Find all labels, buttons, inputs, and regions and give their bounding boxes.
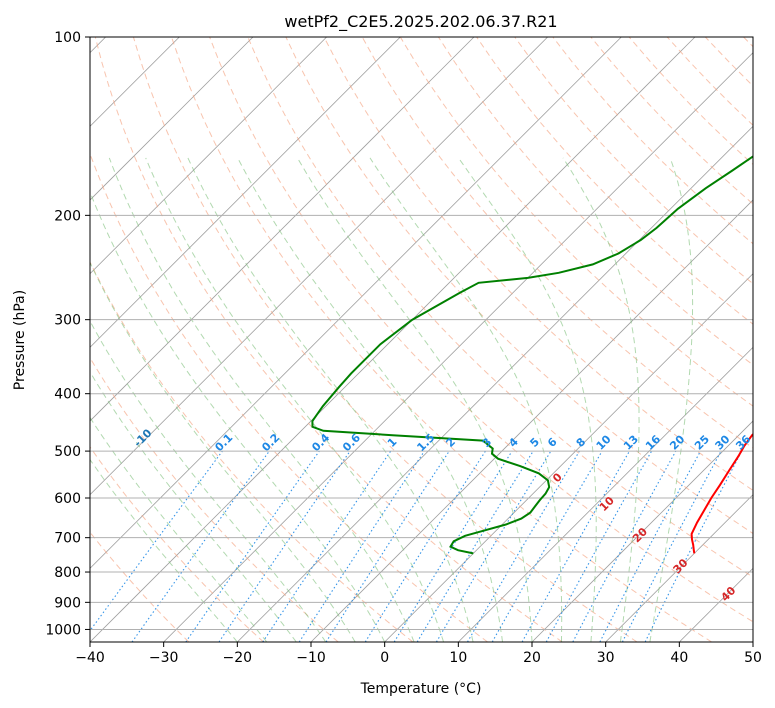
- dry-adiabat-line: [476, 37, 753, 325]
- isotherm-line: [163, 52, 753, 642]
- dry-adiabat-line: [209, 37, 753, 623]
- temperature-line: [690, 433, 753, 554]
- x-axis: −40 −30 −20 −10 0 10 20 30 40 50: [75, 642, 762, 666]
- background-lines: [90, 37, 753, 642]
- isotherm-line: [531, 420, 753, 642]
- y-axis-label: Pressure (hPa): [12, 290, 28, 390]
- x-tick-label: 50: [744, 650, 762, 666]
- y-tick-label: 400: [54, 387, 81, 403]
- isotherm-line: [90, 37, 548, 496]
- dry-adiabat-line: [90, 356, 339, 642]
- y-tick-label: 500: [54, 444, 81, 460]
- isotherm-line: [90, 37, 254, 201]
- chart-title: wetPf2_C2E5.2025.202.06.37.R21: [284, 12, 557, 32]
- y-tick-label: 700: [54, 531, 81, 547]
- isohume-line: [572, 450, 677, 642]
- y-tick-label: 100: [54, 30, 81, 46]
- isohume-line: [185, 450, 320, 642]
- isotherm-line: [752, 641, 753, 642]
- moist-adiabat-line: [369, 157, 563, 642]
- isohume-line: [262, 450, 392, 642]
- moist-adiabat-line: [90, 320, 327, 642]
- dry-adiabat-line: [285, 37, 753, 535]
- plot-frame: [89, 36, 754, 643]
- isohume-line: [393, 450, 513, 642]
- dry-adiabat-line: [514, 37, 753, 285]
- y-tick-label: 1000: [45, 622, 81, 638]
- dewpoint-line: [311, 155, 753, 555]
- moist-adiabat-line: [562, 157, 640, 642]
- isohume-line: [218, 450, 351, 642]
- moist-adiabat-line: [90, 261, 356, 642]
- isohume-line: [90, 450, 223, 632]
- y-tick-label: 900: [54, 595, 81, 611]
- isohume-line: [298, 450, 425, 642]
- dry-adiabat-line: [94, 37, 563, 642]
- isotherm-line: [90, 37, 622, 569]
- x-tick-label: −10: [296, 650, 326, 666]
- x-tick-label: −40: [75, 650, 105, 666]
- y-tick-label: 800: [54, 565, 81, 581]
- moist-adiabat-line: [296, 157, 533, 642]
- isohume-line: [521, 450, 630, 642]
- plot-area: [90, 37, 753, 642]
- isotherm-line: [605, 494, 753, 642]
- dry-adiabat-line: [247, 37, 753, 578]
- profile-lines: [311, 155, 753, 555]
- x-tick-label: 20: [523, 650, 541, 666]
- pressure-gridlines: [90, 37, 753, 630]
- isotherm-line: [237, 125, 753, 642]
- x-tick-label: −20: [223, 650, 253, 666]
- isotherm-line: [90, 37, 327, 275]
- isohume-line: [545, 450, 653, 642]
- isohume-line: [644, 450, 743, 642]
- moist-adiabat-line: [90, 370, 297, 642]
- isotherm-line: [384, 273, 753, 642]
- x-tick-label: 40: [670, 650, 688, 666]
- moist-adiabat-line: [458, 157, 597, 642]
- isotherm-line: [90, 37, 401, 348]
- isotherm-line: [458, 346, 753, 642]
- x-tick-label: −30: [149, 650, 179, 666]
- dry-adiabat-line: [323, 37, 753, 491]
- x-axis-label: Temperature (°C): [360, 681, 482, 697]
- dry-adiabat-line: [171, 37, 712, 642]
- x-tick-label: 30: [597, 650, 615, 666]
- dry-adiabat-line: [90, 446, 264, 642]
- isohume-line: [416, 450, 534, 642]
- x-tick-label: 10: [449, 650, 467, 666]
- y-axis: 100 200 300 400 500 600 700 800 900 1000: [45, 30, 90, 638]
- isohume-line: [131, 450, 270, 642]
- isohume-line: [325, 450, 450, 642]
- dry-adiabat-line: [132, 37, 638, 642]
- y-tick-label: 600: [54, 491, 81, 507]
- isotherm-line: [90, 37, 696, 642]
- x-tick-label: 0: [380, 650, 389, 666]
- isotherm-line: [90, 37, 475, 422]
- y-tick-label: 200: [54, 208, 81, 224]
- y-tick-label: 300: [54, 313, 81, 329]
- moist-adiabat-line: [649, 157, 694, 642]
- dry-adiabat-line: [90, 260, 414, 642]
